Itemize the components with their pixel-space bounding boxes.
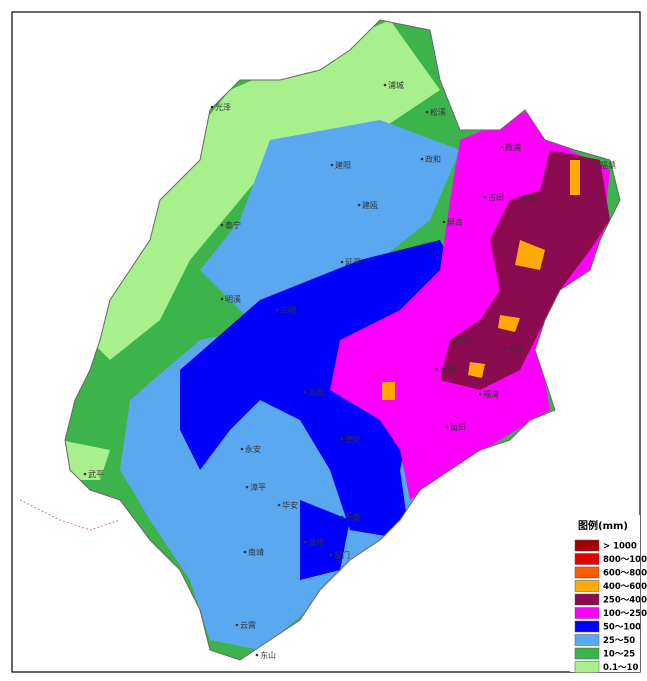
place-dot [442,220,446,224]
place-dot [340,260,344,264]
place-label: 建瓯 [362,200,378,210]
place-label: 东山 [260,650,276,660]
place-label: 永泰 [440,364,456,374]
place-dot [220,297,224,301]
legend-swatch [574,607,600,619]
place-label: 政和 [425,154,441,164]
zone [300,500,350,580]
place-dot [243,550,247,554]
place-dot [450,338,454,342]
legend-title: 图例(mm) [578,519,628,532]
place-dot [277,503,281,507]
zone [65,440,110,480]
place-label: 福清 [483,389,499,399]
legend-label: 100～250 [603,609,647,619]
legend-swatch [574,620,600,633]
legend-swatch [574,593,600,606]
place-dot [517,197,521,201]
legend-label: 250～400 [603,596,647,606]
place-label: 莆田 [450,422,466,432]
place-label: 明溪 [225,294,241,304]
border [19,499,121,531]
place-dot [503,347,507,351]
place-label: 霞浦 [505,142,521,152]
place-label: 长乐 [508,344,524,354]
zone [200,120,460,330]
place-label: 三明 [280,306,296,315]
place-dot [235,623,239,627]
place-label: 大田 [308,387,324,397]
legend-swatch [574,580,600,592]
place-label: 建阳 [335,160,351,170]
legend-label: 400～600 [603,582,647,592]
legend-swatch [574,539,600,552]
place-dot [420,157,424,161]
place-dot [330,163,334,167]
legend-label: > 1000 [603,542,637,552]
legend-label: 25～50 [603,636,635,646]
legend-label: 800～1000 [603,555,647,565]
place-dot [210,105,214,109]
place-dot [340,437,344,441]
place-label: 德化 [345,434,361,444]
legend-label: 600～800 [603,569,647,579]
place-label: 南靖 [248,547,264,557]
place-dot [357,203,361,207]
place-dot [478,392,482,396]
legend-label: 50～100 [603,623,641,633]
place-label: 福州 [455,336,471,345]
place-dot [303,540,307,544]
place-dot [255,653,259,657]
place-label: 宁德 [522,194,538,204]
place-label: 泰宁 [225,220,241,230]
place-label: 永安 [245,444,261,454]
place-dot [435,367,439,371]
place-dot [303,390,307,394]
legend-label: 0.1～10 [603,663,638,673]
place-label: 福鼎 [600,161,616,170]
place-dot [445,425,449,429]
place-label: 漳平 [250,482,266,492]
place-label: 屏南 [447,217,463,227]
place-label: 云霄 [240,621,256,630]
legend: > 1000 800～1000 600～800 400～600 250～400 100～2… [574,539,647,673]
place-label: 厦门 [334,550,350,560]
place-label: 光泽 [215,102,231,112]
place-label: 松溪 [430,107,446,117]
legend-swatch [574,661,600,673]
place-dot [483,195,487,199]
legend-label: 10～25 [603,650,635,660]
place-dot [220,223,224,227]
place-dot [500,145,504,149]
zone [440,150,610,390]
zone [90,20,440,360]
legend-swatch [574,634,600,646]
place-label: 延平 [345,257,361,267]
place-dot [340,515,344,519]
place-label: 古田 [488,192,504,202]
place-label: 漳州 [308,537,324,547]
place-dot [329,553,333,557]
place-dot [383,83,387,87]
legend-swatch [574,566,600,579]
legend-swatch [574,647,600,660]
place-dot [83,472,87,476]
place-label: 长泰 [345,512,361,522]
legend-swatch [574,553,600,565]
place-dot [275,308,279,312]
place-label: 华安 [282,500,298,510]
place-dot [245,485,249,489]
place-dot [425,110,429,114]
place-dot [595,163,599,167]
place-dot [240,447,244,451]
place-label: 武平 [88,469,104,479]
place-label: 浦城 [388,80,404,90]
